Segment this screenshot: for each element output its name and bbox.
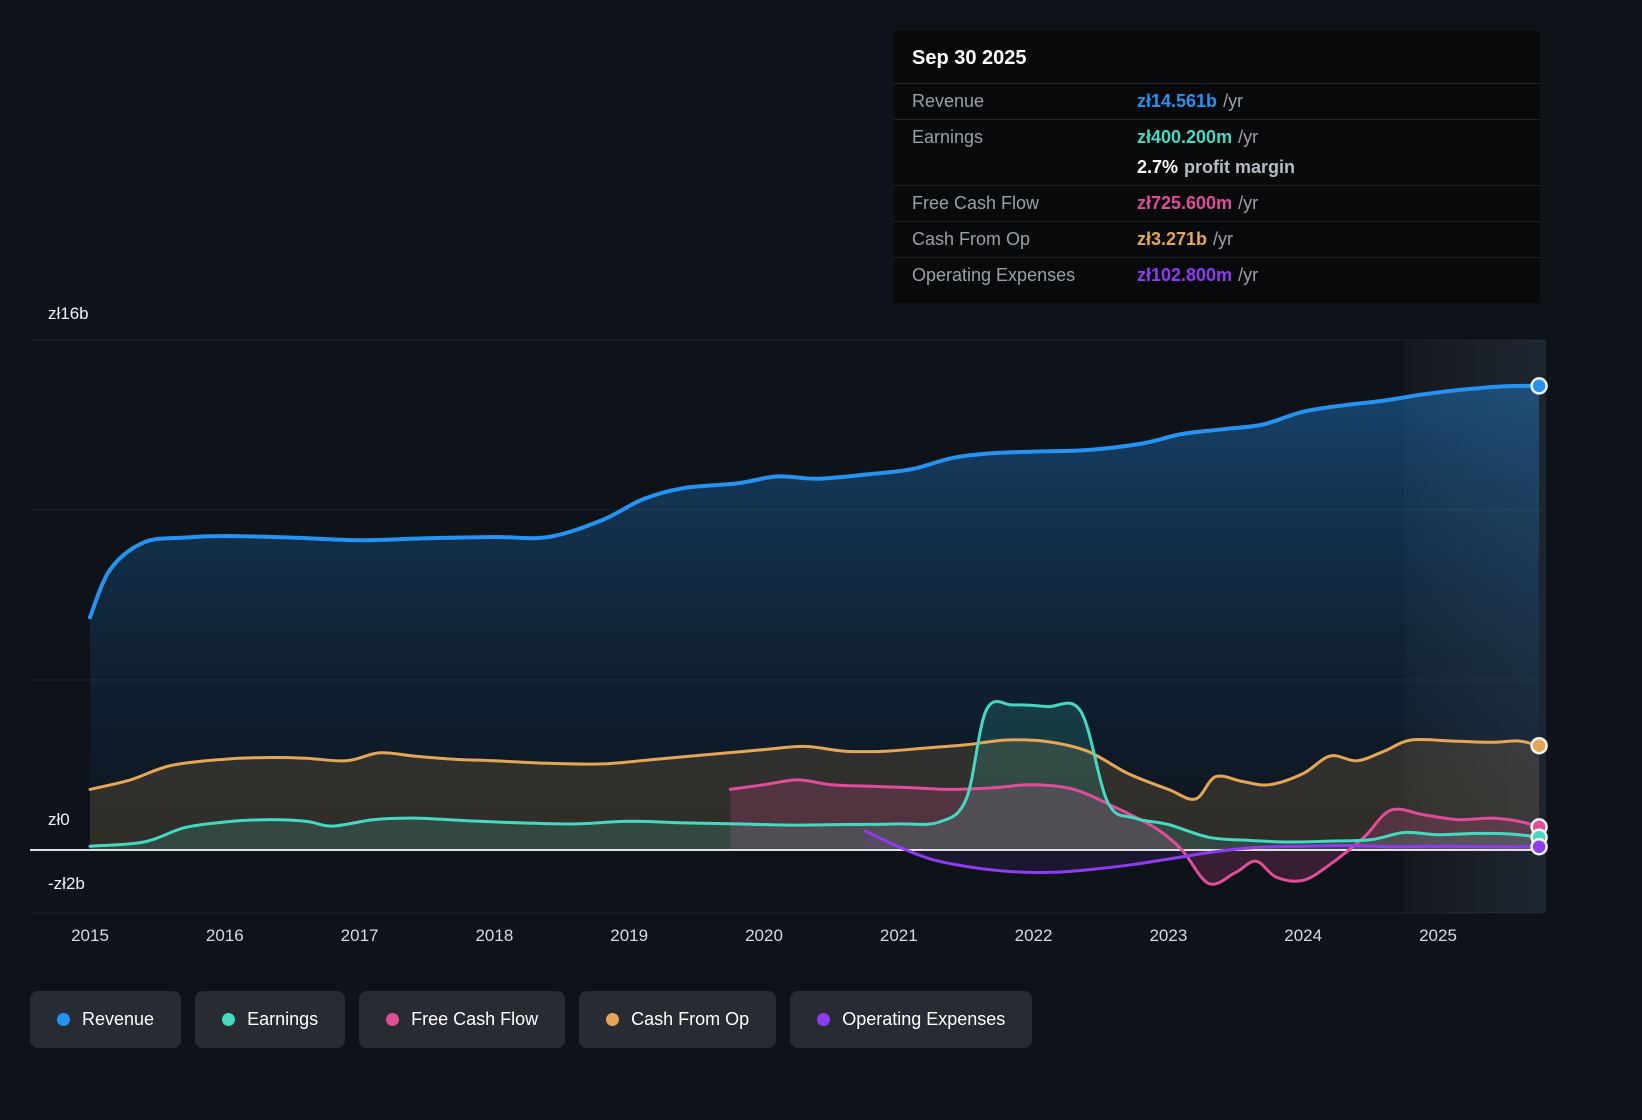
tooltip-row-label: Operating Expenses	[912, 265, 1137, 286]
tooltip-row-value: zł400.200m	[1137, 127, 1232, 148]
x-axis-label-2015: 2015	[71, 926, 109, 946]
tooltip-row-suffix: /yr	[1223, 91, 1243, 112]
legend-label: Free Cash Flow	[411, 1009, 538, 1030]
legend-label: Cash From Op	[631, 1009, 749, 1030]
legend-item-operating-expenses[interactable]: Operating Expenses	[790, 991, 1032, 1048]
legend-item-revenue[interactable]: Revenue	[30, 991, 181, 1048]
tooltip-row-value: zł3.271b	[1137, 229, 1207, 250]
tooltip-row-free-cash-flow: Free Cash Flowzł725.600m/yr	[894, 185, 1540, 221]
legend-dot-icon	[606, 1013, 619, 1026]
tooltip-row-revenue: Revenuezł14.561b/yr	[894, 84, 1540, 119]
tooltip-row-profit-margin: 2.7% profit margin	[894, 155, 1540, 185]
x-axis-label-2025: 2025	[1419, 926, 1457, 946]
legend-item-cash-from-op[interactable]: Cash From Op	[579, 991, 776, 1048]
legend-dot-icon	[57, 1013, 70, 1026]
legend-item-earnings[interactable]: Earnings	[195, 991, 345, 1048]
legend-item-free-cash-flow[interactable]: Free Cash Flow	[359, 991, 565, 1048]
tooltip-row-suffix: /yr	[1213, 229, 1233, 250]
x-axis-label-2023: 2023	[1149, 926, 1187, 946]
chart-tooltip: Sep 30 2025 Revenuezł14.561b/yrEarningsz…	[893, 30, 1541, 304]
legend-dot-icon	[817, 1013, 830, 1026]
x-axis-label-2024: 2024	[1284, 926, 1322, 946]
y-axis-label: -zł2b	[48, 874, 85, 894]
x-axis-label-2017: 2017	[341, 926, 379, 946]
tooltip-row-label: Free Cash Flow	[912, 193, 1137, 214]
x-axis-label-2019: 2019	[610, 926, 648, 946]
tooltip-row-earnings: Earningszł400.200m/yr	[894, 119, 1540, 155]
tooltip-row-value: 2.7%	[1137, 157, 1178, 178]
legend-label: Earnings	[247, 1009, 318, 1030]
tooltip-row-cash-from-op: Cash From Opzł3.271b/yr	[894, 221, 1540, 257]
legend-label: Operating Expenses	[842, 1009, 1005, 1030]
tooltip-row-value: zł725.600m	[1137, 193, 1232, 214]
tooltip-row-label: Earnings	[912, 127, 1137, 148]
x-axis-label-2016: 2016	[206, 926, 244, 946]
x-axis-label-2018: 2018	[475, 926, 513, 946]
tooltip-row-value: zł102.800m	[1137, 265, 1232, 286]
endpoint-marker-revenue	[1532, 378, 1547, 393]
tooltip-row-suffix: /yr	[1238, 127, 1258, 148]
tooltip-row-label: Cash From Op	[912, 229, 1137, 250]
tooltip-row-operating-expenses: Operating Expenseszł102.800m/yr	[894, 257, 1540, 293]
legend-label: Revenue	[82, 1009, 154, 1030]
endpoint-marker-cash-from-op	[1532, 738, 1547, 753]
y-axis-label: zł16b	[48, 304, 89, 324]
y-axis-label: zł0	[48, 810, 70, 830]
tooltip-row-suffix: /yr	[1238, 265, 1258, 286]
x-axis-label-2020: 2020	[745, 926, 783, 946]
tooltip-date: Sep 30 2025	[894, 31, 1540, 84]
financial-history-chart-screen: Sep 30 2025 Revenuezł14.561b/yrEarningsz…	[0, 0, 1642, 1120]
tooltip-row-suffix: /yr	[1238, 193, 1258, 214]
tooltip-row-value: zł14.561b	[1137, 91, 1217, 112]
legend-dot-icon	[222, 1013, 235, 1026]
chart-legend: Revenue Earnings Free Cash Flow Cash From O…	[30, 991, 1032, 1048]
tooltip-row-label: Revenue	[912, 91, 1137, 112]
endpoint-marker-operating-expenses	[1532, 839, 1547, 854]
x-axis-label-2021: 2021	[880, 926, 918, 946]
tooltip-row-suffix: profit margin	[1184, 157, 1295, 178]
legend-dot-icon	[386, 1013, 399, 1026]
tooltip-rows: Revenuezł14.561b/yrEarningszł400.200m/yr…	[894, 84, 1540, 293]
x-axis-label-2022: 2022	[1015, 926, 1053, 946]
